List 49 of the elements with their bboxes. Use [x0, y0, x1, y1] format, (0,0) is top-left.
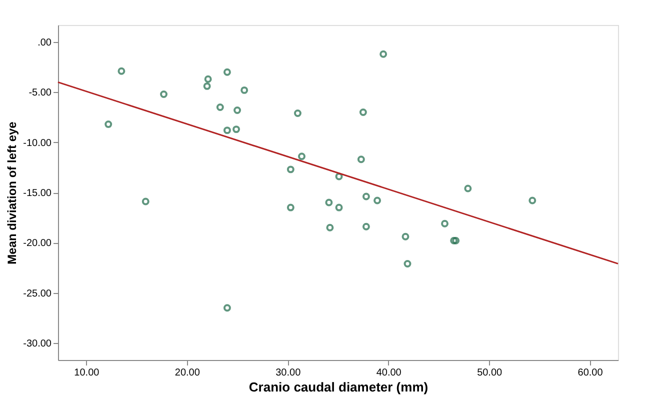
point	[204, 75, 212, 83]
point	[335, 204, 343, 212]
point	[335, 172, 343, 180]
y-tick-label: -25.00	[23, 288, 52, 300]
y-tick-label: -10.00	[23, 138, 52, 149]
point	[362, 192, 370, 200]
x-tick-label: 50.00	[477, 368, 503, 378]
x-tick-label: 10.00	[74, 368, 100, 378]
x-tick-label: 20.00	[174, 368, 200, 378]
point	[402, 232, 410, 240]
point	[357, 156, 365, 164]
point	[374, 196, 382, 204]
point	[142, 198, 150, 206]
point	[528, 196, 536, 204]
point	[286, 204, 294, 212]
point	[298, 152, 306, 160]
point	[404, 260, 412, 268]
point	[452, 236, 460, 244]
point	[234, 106, 242, 114]
x-tick-label: 60.00	[578, 368, 604, 378]
x-axis-title: Cranio caudal diameter (mm)	[248, 380, 428, 394]
x-tick-label: 40.00	[376, 368, 402, 378]
y-tick-label: -5.00	[28, 88, 52, 99]
point	[240, 86, 248, 94]
y-axis-title: Mean diviation of left eye	[5, 121, 20, 264]
point	[223, 126, 231, 134]
x-tick-label: 30.00	[276, 368, 302, 378]
point	[203, 82, 211, 90]
point	[223, 304, 231, 312]
point	[160, 90, 168, 98]
point	[286, 166, 294, 174]
point	[223, 68, 231, 76]
point	[450, 236, 458, 244]
point	[118, 67, 126, 75]
y-tick-label: -20.00	[23, 238, 52, 250]
point	[325, 198, 333, 206]
point	[464, 184, 472, 192]
y-tick-label: .00	[38, 38, 52, 49]
point	[380, 50, 388, 58]
point	[232, 126, 240, 134]
point	[326, 224, 334, 232]
y-tick-label: -15.00	[23, 188, 52, 199]
point	[362, 222, 370, 230]
y-tick-label: -30.00	[23, 338, 52, 350]
point	[216, 104, 224, 111]
point	[441, 220, 448, 228]
point	[294, 110, 302, 117]
point	[104, 120, 112, 128]
point	[359, 108, 367, 116]
